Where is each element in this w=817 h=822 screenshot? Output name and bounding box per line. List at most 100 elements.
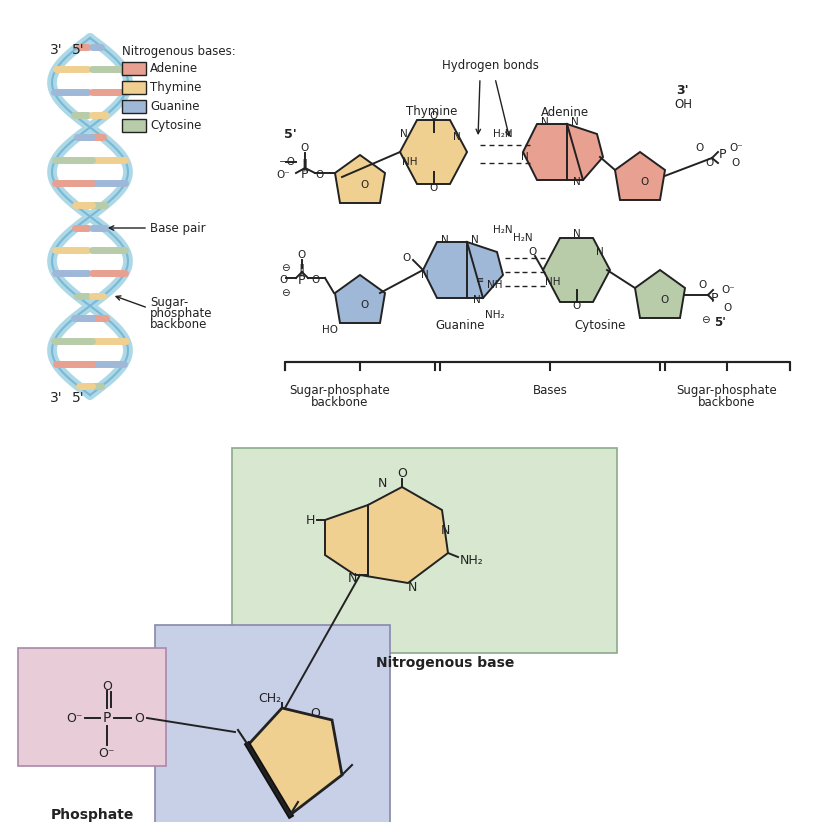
Text: P: P	[712, 292, 719, 304]
Text: NH: NH	[487, 280, 502, 290]
Text: N: N	[453, 132, 461, 142]
Text: O: O	[403, 253, 411, 263]
Text: N: N	[573, 229, 581, 239]
Polygon shape	[543, 238, 610, 302]
Text: O: O	[298, 250, 306, 260]
Polygon shape	[467, 242, 503, 298]
Text: O⁻: O⁻	[721, 285, 734, 295]
Text: P: P	[301, 169, 309, 182]
Text: N: N	[596, 247, 604, 257]
Text: NH₂: NH₂	[485, 310, 505, 320]
Text: O⁻: O⁻	[276, 170, 290, 180]
Text: NH: NH	[545, 277, 560, 287]
Text: O: O	[316, 170, 324, 180]
Text: 5': 5'	[72, 43, 84, 57]
Text: O: O	[732, 158, 740, 168]
Text: Base pair: Base pair	[150, 221, 206, 234]
Text: 5': 5'	[283, 128, 297, 141]
Text: O: O	[573, 301, 581, 311]
Polygon shape	[523, 124, 583, 180]
Text: NH₂: NH₂	[460, 553, 484, 566]
Text: NH: NH	[402, 157, 417, 167]
Text: O⁻: O⁻	[729, 143, 743, 153]
Text: backbone: backbone	[311, 396, 368, 409]
Text: N: N	[471, 235, 479, 245]
Text: P: P	[298, 274, 306, 287]
Text: 3': 3'	[676, 84, 690, 96]
Text: Guanine: Guanine	[150, 99, 199, 113]
Text: Sugar-phosphate: Sugar-phosphate	[676, 384, 777, 397]
Text: O: O	[641, 177, 650, 187]
Polygon shape	[335, 155, 385, 203]
Bar	[155, 625, 390, 822]
Text: O: O	[724, 303, 732, 313]
Text: H₂N: H₂N	[493, 129, 513, 139]
Text: ⊖: ⊖	[280, 288, 289, 298]
Text: Cytosine: Cytosine	[150, 118, 201, 132]
Text: ≡: ≡	[476, 275, 484, 285]
Polygon shape	[325, 505, 368, 575]
Text: Nitrogenous base: Nitrogenous base	[376, 656, 514, 670]
Text: N: N	[377, 477, 386, 489]
Text: N: N	[347, 571, 357, 584]
Text: O: O	[102, 680, 112, 692]
Text: N: N	[521, 152, 529, 162]
Text: Phosphate: Phosphate	[51, 808, 134, 822]
Text: N: N	[440, 524, 449, 537]
Text: phosphate: phosphate	[150, 307, 212, 320]
Text: Sugar-: Sugar-	[150, 295, 188, 308]
Text: O⁻: O⁻	[67, 712, 83, 724]
Text: P: P	[719, 149, 727, 161]
Text: Hydrogen bonds: Hydrogen bonds	[441, 58, 538, 72]
Bar	[18, 648, 166, 766]
Text: CH₂: CH₂	[258, 691, 282, 704]
Text: N: N	[571, 117, 579, 127]
Text: O: O	[361, 300, 369, 310]
Text: O: O	[312, 275, 320, 285]
Text: O: O	[361, 180, 369, 190]
Bar	[232, 448, 617, 653]
Polygon shape	[400, 120, 467, 184]
Text: HO: HO	[322, 325, 338, 335]
Text: OH: OH	[674, 98, 692, 110]
Text: N: N	[541, 117, 549, 127]
Text: O: O	[301, 143, 309, 153]
Polygon shape	[248, 708, 342, 815]
Text: Nitrogenous bases:: Nitrogenous bases:	[122, 45, 236, 58]
Text: N: N	[473, 295, 481, 305]
Polygon shape	[615, 152, 665, 200]
Text: P: P	[103, 711, 111, 725]
Text: H₂N: H₂N	[513, 233, 533, 243]
Text: Sugar-phosphate: Sugar-phosphate	[289, 384, 391, 397]
Text: H₂N: H₂N	[493, 225, 513, 235]
Text: O: O	[696, 143, 704, 153]
Text: O: O	[310, 706, 320, 719]
Text: 5': 5'	[714, 316, 726, 329]
Text: N: N	[408, 580, 417, 593]
Text: 3': 3'	[50, 43, 62, 57]
Text: N: N	[573, 177, 581, 187]
Polygon shape	[335, 275, 385, 323]
Text: Adenine: Adenine	[150, 62, 199, 75]
Text: ‖: ‖	[301, 159, 308, 172]
Bar	[122, 62, 146, 75]
Text: 5': 5'	[72, 391, 84, 405]
Text: ⊖: ⊖	[701, 315, 709, 325]
Text: O: O	[134, 712, 144, 724]
Text: O: O	[430, 111, 438, 121]
Text: O: O	[699, 280, 708, 290]
Polygon shape	[567, 124, 603, 180]
Polygon shape	[423, 242, 483, 298]
Text: O: O	[706, 158, 714, 168]
Text: Bases: Bases	[533, 384, 568, 397]
Text: O: O	[279, 275, 288, 285]
Text: Thymine: Thymine	[150, 81, 201, 94]
Text: O: O	[430, 183, 438, 193]
Text: ‖: ‖	[299, 264, 305, 276]
Text: H: H	[306, 514, 315, 527]
Text: ⊖: ⊖	[280, 263, 289, 273]
Text: N: N	[441, 235, 449, 245]
Text: O: O	[397, 467, 407, 479]
Polygon shape	[360, 487, 448, 583]
Bar	[122, 119, 146, 132]
